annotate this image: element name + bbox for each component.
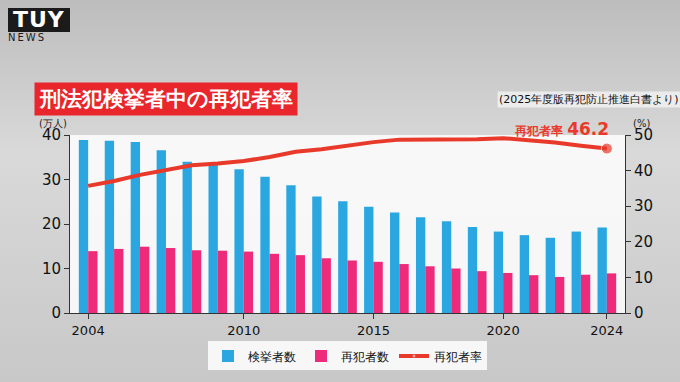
svg-text:40: 40 (634, 162, 653, 180)
svg-text:30: 30 (634, 197, 653, 215)
svg-text:検挙者数: 検挙者数 (248, 350, 296, 364)
svg-text:2010: 2010 (227, 323, 260, 338)
svg-text:30: 30 (42, 171, 61, 189)
svg-text:10: 10 (42, 260, 61, 278)
svg-text:刑法犯検挙者中の再犯者率: 刑法犯検挙者中の再犯者率 (39, 87, 293, 111)
svg-text:0: 0 (51, 304, 61, 322)
svg-text:2004: 2004 (72, 323, 105, 338)
svg-text:40: 40 (42, 126, 61, 144)
svg-text:再犯者率 46.2: 再犯者率 46.2 (514, 119, 609, 139)
svg-text:50: 50 (634, 126, 653, 144)
svg-text:(%): (%) (633, 118, 650, 129)
svg-text:10: 10 (634, 269, 653, 287)
svg-text:(万人): (万人) (39, 118, 67, 129)
svg-text:0: 0 (634, 304, 644, 322)
html-text:NEWS: NEWS (8, 32, 46, 43)
svg-text:再犯者率: 再犯者率 (434, 350, 482, 364)
svg-text:20: 20 (634, 233, 653, 251)
html-text:TUY: TUY (13, 7, 65, 32)
svg-text:2015: 2015 (357, 323, 390, 338)
svg-text:2024: 2024 (590, 323, 623, 338)
svg-text:2020: 2020 (487, 323, 520, 338)
svg-text:20: 20 (42, 215, 61, 233)
svg-text:(2025年度版再犯防止推進白書より): (2025年度版再犯防止推進白書より) (499, 93, 679, 106)
svg-text:再犯者数: 再犯者数 (341, 350, 389, 364)
